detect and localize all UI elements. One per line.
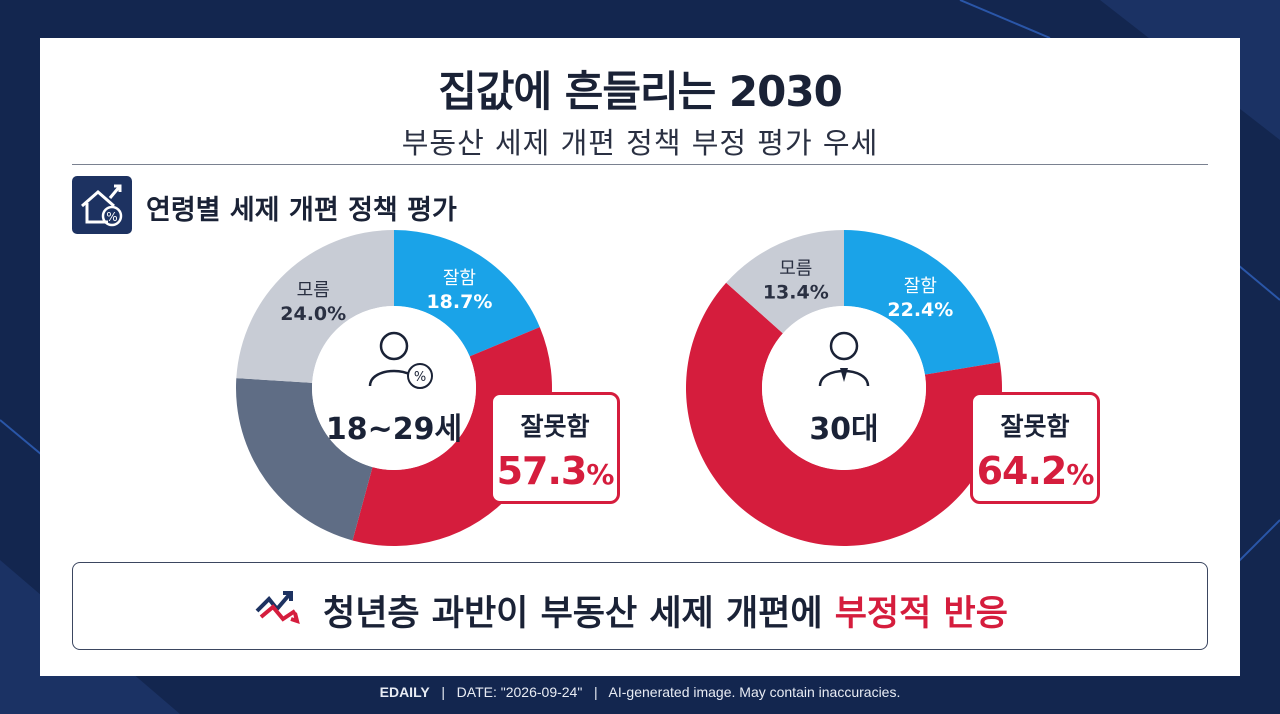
callout-label: 잘못함	[520, 412, 590, 441]
summary-banner: 청년층 과반이 부동산 세제 개편에 부정적 반응	[72, 562, 1208, 650]
banner-text: 청년층 과반이 부동산 세제 개편에 부정적 반응	[323, 594, 1008, 634]
slice-other	[236, 378, 373, 541]
slice-label: 잘함	[904, 276, 937, 297]
footer-sep: |	[441, 684, 445, 700]
person-percent-icon: %	[368, 331, 433, 389]
callout-value: 57.3%	[496, 449, 615, 493]
house-percent-icon: %	[72, 176, 132, 234]
slice-label: 잘함	[443, 268, 476, 289]
slice-good	[394, 230, 540, 357]
slice-value: 24.0%	[280, 303, 346, 325]
callout-label: 잘못함	[1000, 412, 1070, 441]
footer-note: AI-generated image. May contain inaccura…	[608, 684, 901, 700]
businessman-icon	[818, 331, 870, 387]
slice-value: 13.4%	[763, 281, 829, 303]
donut-hole	[312, 306, 476, 470]
svg-text:%: %	[414, 370, 426, 385]
callout-bad-2: 잘못함 64.2%	[970, 392, 1100, 504]
slice-good	[844, 230, 1000, 375]
slice-label: 모름	[297, 280, 330, 301]
footer-date: DATE: "2026-09-24"	[456, 684, 583, 700]
trend-arrows-icon	[255, 591, 300, 625]
slice-label: 모름	[779, 258, 812, 279]
slice-bad	[686, 282, 1002, 547]
slice-value: 22.4%	[887, 299, 953, 321]
footer: EDAILY | DATE: "2026-09-24" | AI-generat…	[0, 684, 1280, 700]
footer-sep: |	[593, 684, 598, 700]
page-subtitle: 부동산 세제 개편 정책 부정 평가 우세	[401, 126, 879, 160]
divider	[72, 164, 1208, 165]
infographic-card: 집값에 흔들리는 2030 부동산 세제 개편 정책 부정 평가 우세 % 연령…	[40, 38, 1240, 676]
chart-center-label-1: 18~29세	[325, 412, 463, 447]
callout-value: 64.2%	[976, 449, 1095, 493]
slice-unknown	[236, 230, 394, 383]
slice-value: 18.7%	[426, 291, 492, 313]
slice-unknown	[726, 230, 844, 334]
page-title: 집값에 흔들리는 2030	[438, 67, 843, 116]
footer-brand: EDAILY	[379, 684, 430, 700]
chart-center-label-2: 30대	[809, 412, 879, 447]
section-label: 연령별 세제 개편 정책 평가	[146, 195, 457, 226]
svg-text:%: %	[106, 210, 117, 224]
callout-bad-1: 잘못함 57.3%	[490, 392, 620, 504]
donut-hole	[762, 306, 926, 470]
